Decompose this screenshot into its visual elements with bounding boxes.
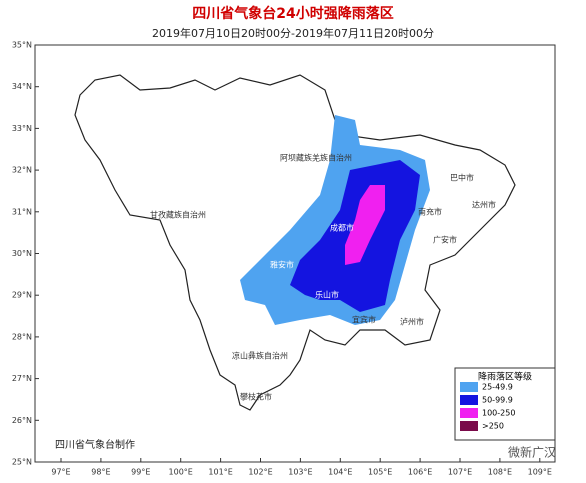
title: 四川省气象台24小时强降雨落区 bbox=[192, 5, 393, 22]
region-label: 凉山彝族自治州 bbox=[232, 351, 288, 361]
lon-label: 98°E bbox=[91, 468, 110, 477]
lon-label: 109°E bbox=[528, 468, 552, 477]
rain-area-100 bbox=[345, 185, 385, 265]
legend-swatch bbox=[460, 395, 478, 405]
legend-swatch bbox=[460, 382, 478, 392]
region-label: 阿坝藏族羌族自治州 bbox=[280, 153, 352, 163]
region-label: 乐山市 bbox=[315, 290, 339, 300]
lon-label: 107°E bbox=[448, 468, 472, 477]
lon-label: 102°E bbox=[248, 468, 272, 477]
legend-label: 50-99.9 bbox=[482, 396, 513, 405]
lon-label: 105°E bbox=[368, 468, 392, 477]
lat-label: 26°N bbox=[12, 416, 32, 425]
region-label: 雅安市 bbox=[270, 260, 294, 270]
region-label: 甘孜藏族自治州 bbox=[150, 210, 206, 220]
lat-label: 32°N bbox=[12, 166, 32, 175]
region-label: 巴中市 bbox=[450, 173, 474, 183]
region-label: 泸州市 bbox=[400, 317, 424, 327]
lat-label: 33°N bbox=[12, 124, 32, 133]
legend-swatch bbox=[460, 421, 478, 431]
legend-label: 100-250 bbox=[482, 409, 515, 418]
legend-title: 降雨落区等级 bbox=[478, 371, 532, 383]
lat-label: 34°N bbox=[12, 82, 32, 91]
region-label: 南充市 bbox=[418, 207, 442, 217]
lon-label: 99°E bbox=[131, 468, 150, 477]
lat-label: 31°N bbox=[12, 207, 32, 216]
region-label: 成都市 bbox=[330, 223, 354, 233]
lon-label: 100°E bbox=[169, 468, 193, 477]
legend-swatch bbox=[460, 408, 478, 418]
legend-label: >250 bbox=[482, 422, 504, 431]
lat-label: 29°N bbox=[12, 291, 32, 300]
lat-label: 25°N bbox=[12, 458, 32, 467]
lon-label: 104°E bbox=[328, 468, 352, 477]
lon-label: 106°E bbox=[408, 468, 432, 477]
lat-label: 30°N bbox=[12, 249, 32, 258]
lon-label: 97°E bbox=[51, 468, 70, 477]
lon-label: 103°E bbox=[288, 468, 312, 477]
region-label: 达州市 bbox=[472, 200, 496, 210]
subtitle: 2019年07月10日20时00分-2019年07月11日20时00分 bbox=[152, 26, 434, 40]
lat-label: 28°N bbox=[12, 332, 32, 341]
region-label: 广安市 bbox=[433, 235, 457, 245]
lon-label: 108°E bbox=[488, 468, 512, 477]
legend-label: 25-49.9 bbox=[482, 383, 513, 392]
footer: 四川省气象台制作 bbox=[55, 438, 135, 451]
lat-label: 35°N bbox=[12, 41, 32, 50]
watermark: 微新广汉 bbox=[508, 445, 556, 460]
region-label: 攀枝花市 bbox=[240, 392, 272, 402]
region-label: 宜宾市 bbox=[352, 315, 376, 325]
lat-label: 27°N bbox=[12, 374, 32, 383]
lon-label: 101°E bbox=[208, 468, 232, 477]
